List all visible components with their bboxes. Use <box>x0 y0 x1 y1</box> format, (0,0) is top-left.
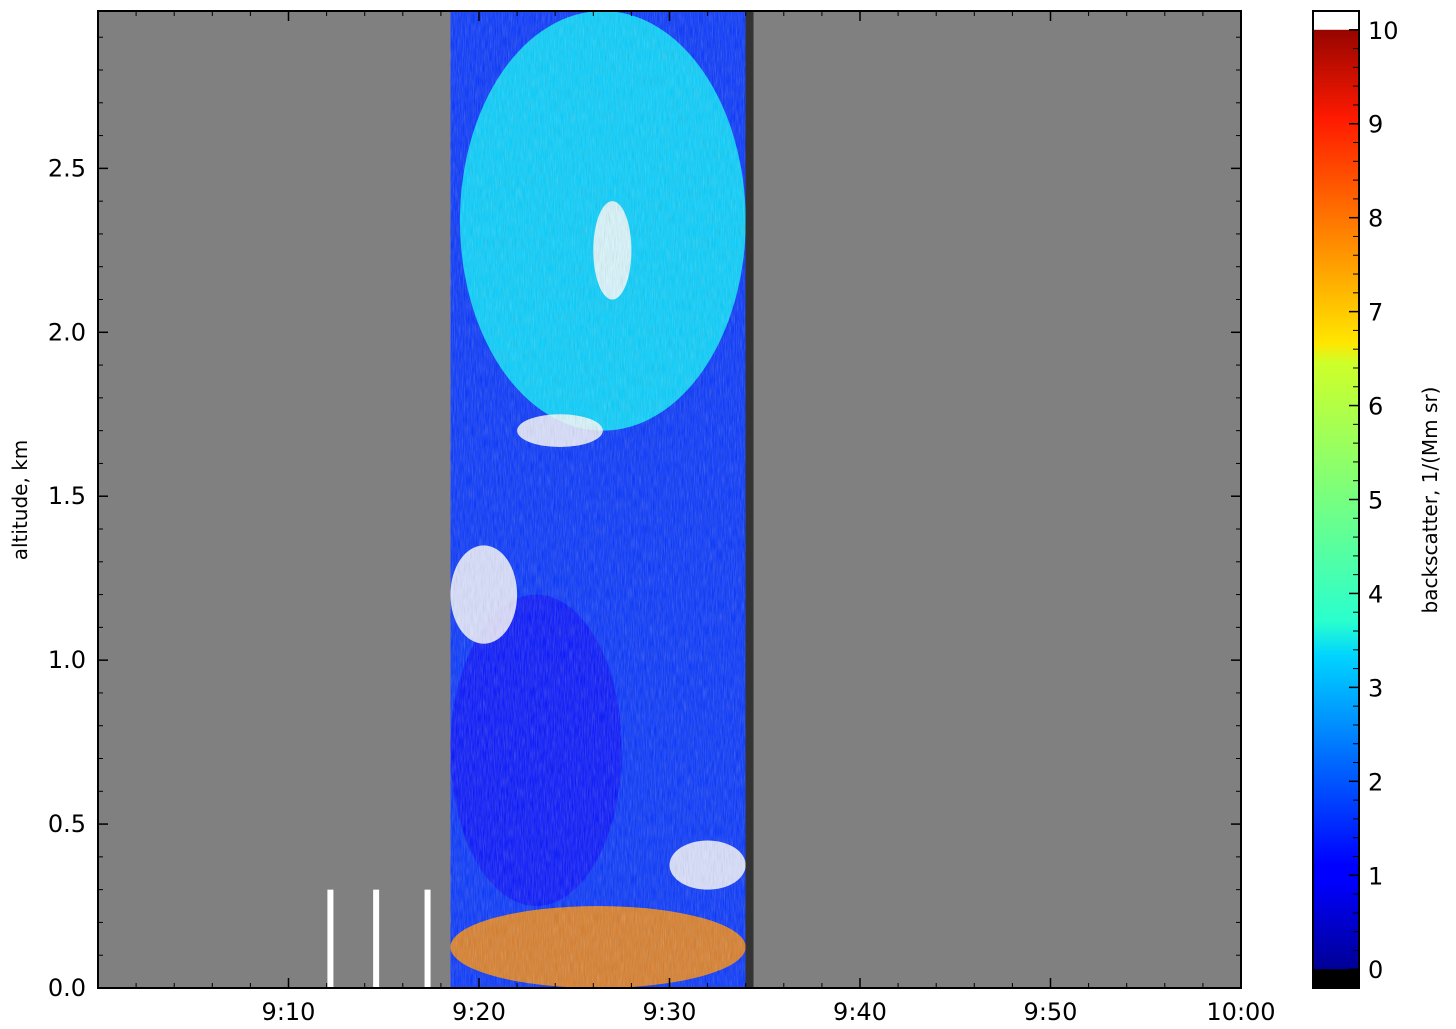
x-tick-label: 9:20 <box>452 998 506 1026</box>
x-tick-label: 10:00 <box>1206 998 1275 1026</box>
sparse-profile <box>373 889 380 988</box>
x-tick-label: 9:50 <box>1024 998 1078 1026</box>
colorbar-tick-label: 7 <box>1368 299 1383 327</box>
colorbar-tick-label: 1 <box>1368 862 1383 890</box>
y-axis: 0.0 0.5 1.0 1.5 2.0 2.5 <box>48 36 1241 1002</box>
colorbar-tick-label: 9 <box>1368 111 1383 139</box>
colorbar-over-color <box>1313 11 1359 30</box>
colorbar-title: backscatter, 1/(Mm sr) <box>1418 387 1442 614</box>
y-tick-label: 1.5 <box>48 482 86 510</box>
y-tick-label: 1.0 <box>48 646 86 674</box>
colorbar-tick-label: 6 <box>1368 393 1383 421</box>
x-tick-label: 9:40 <box>833 998 887 1026</box>
colorbar-tick-label: 8 <box>1368 205 1383 233</box>
x-tick-label: 9:30 <box>643 998 697 1026</box>
sparse-profile <box>424 889 431 988</box>
colorbar-tick-label: 4 <box>1368 580 1383 608</box>
noise-texture <box>450 11 746 988</box>
data-region <box>327 11 754 988</box>
x-axis: 9:10 9:20 9:30 9:40 9:50 10:00 <box>135 11 1276 1026</box>
colorbar-tick-label: 0 <box>1368 956 1383 984</box>
y-axis-title: altitude, km <box>8 440 32 561</box>
colorbar-tick-label: 10 <box>1368 17 1399 45</box>
colorbar-tick-label: 2 <box>1368 768 1383 796</box>
sparse-profile <box>327 889 334 988</box>
y-tick-label: 2.5 <box>48 154 86 182</box>
y-tick-label: 2.0 <box>48 318 86 346</box>
colorbar-tick-label: 3 <box>1368 674 1383 702</box>
colorbar-ticks: 0 1 2 3 4 5 6 7 8 9 10 <box>1349 17 1399 984</box>
y-tick-label: 0.5 <box>48 810 86 838</box>
colorbar-under-color <box>1313 969 1359 988</box>
x-tick-label: 9:10 <box>262 998 316 1026</box>
colorbar: 0 1 2 3 4 5 6 7 8 9 10 backscatter, 1/(Mm sr) <box>1312 10 1442 989</box>
colorbar-tick-label: 5 <box>1368 487 1383 515</box>
instrument-boundary <box>745 11 754 988</box>
y-tick-label: 0.0 <box>48 974 86 1002</box>
